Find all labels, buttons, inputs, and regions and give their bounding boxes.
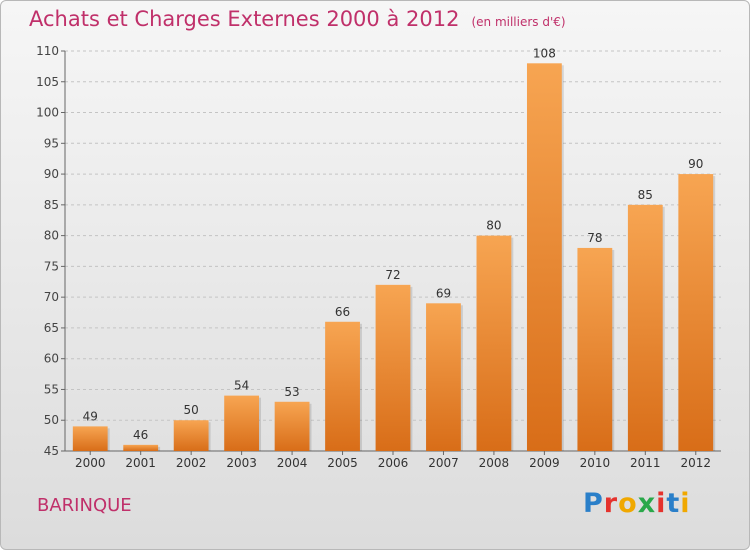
y-tick-label: 110 — [36, 44, 59, 58]
data-label: 78 — [587, 231, 602, 245]
y-tick-label: 75 — [44, 259, 59, 273]
x-tick-label: 2007 — [428, 456, 459, 470]
logo-letter: r — [603, 488, 619, 519]
x-tick-label: 2010 — [580, 456, 611, 470]
logo-letter: x — [637, 488, 657, 519]
chart-title-text: Achats et Charges Externes 2000 à 2012 — [29, 7, 460, 31]
y-tick-label: 105 — [36, 75, 59, 89]
y-tick-label: 80 — [44, 229, 59, 243]
x-tick-label: 2000 — [75, 456, 106, 470]
bar-2008 — [476, 235, 512, 451]
bar-2004 — [274, 401, 310, 451]
bar-2010 — [577, 247, 613, 451]
logo-letter: o — [618, 488, 638, 519]
y-tick-label: 85 — [44, 198, 59, 212]
axes: 45 50 55 60 65 70 75 80 85 90 95 100 105 110 2000 2001 2… — [36, 44, 721, 470]
x-tick-label: 2012 — [680, 456, 711, 470]
x-tick-label: 2002 — [176, 456, 207, 470]
x-tick-label: 2006 — [378, 456, 409, 470]
logo-letter: i — [680, 488, 691, 519]
data-label: 108 — [533, 46, 556, 60]
bar-2002 — [173, 420, 209, 451]
bar-2007 — [426, 303, 461, 451]
y-tick-label: 100 — [36, 106, 59, 120]
y-tick-label: 70 — [44, 290, 59, 304]
place-name: BARINQUE — [37, 495, 132, 516]
y-tick-label: 55 — [44, 382, 59, 396]
x-tick-label: 2001 — [125, 456, 156, 470]
x-tick-label: 2005 — [327, 456, 358, 470]
data-label: 72 — [385, 268, 400, 282]
y-tick-label: 60 — [44, 352, 59, 366]
data-label: 90 — [688, 157, 703, 171]
proxiti-logo: Proxiti — [583, 488, 691, 519]
data-label: 50 — [184, 403, 199, 417]
y-tick-label: 65 — [44, 321, 59, 335]
data-label: 53 — [284, 385, 299, 399]
data-labels: 49 46 50 54 53 66 72 69 80 108 78 85 90 — [83, 46, 704, 442]
y-tick-label: 45 — [44, 444, 59, 458]
y-tick-label: 95 — [44, 136, 59, 150]
data-label: 46 — [133, 428, 148, 442]
x-tick-label: 2009 — [529, 456, 560, 470]
data-label: 49 — [83, 409, 98, 423]
bar-2006 — [375, 284, 411, 451]
bar-2000 — [72, 426, 108, 451]
bar-2001 — [123, 444, 159, 451]
data-label: 54 — [234, 379, 249, 393]
logo-letter: i — [656, 488, 667, 519]
y-tick-label: 90 — [44, 167, 59, 181]
y-tick-label: 50 — [44, 413, 59, 427]
data-label: 85 — [638, 188, 653, 202]
logo-letter: P — [583, 488, 604, 519]
bar-2012 — [678, 174, 714, 452]
x-tick-label: 2004 — [277, 456, 308, 470]
bar-2009 — [526, 63, 562, 452]
logo-letter: t — [666, 488, 681, 519]
x-tick-label: 2011 — [630, 456, 661, 470]
bars — [72, 63, 716, 452]
chart-title: Achats et Charges Externes 2000 à 2012 (e… — [29, 7, 566, 31]
bar-2011 — [627, 204, 663, 451]
data-label: 80 — [486, 219, 501, 233]
x-tick-label: 2008 — [479, 456, 510, 470]
chart-unit-note: (en milliers d'€) — [471, 15, 566, 29]
data-label: 66 — [335, 305, 350, 319]
bar-2005 — [325, 321, 360, 451]
data-label: 69 — [436, 286, 451, 300]
x-tick-label: 2003 — [226, 456, 257, 470]
bar-2003 — [224, 395, 260, 451]
